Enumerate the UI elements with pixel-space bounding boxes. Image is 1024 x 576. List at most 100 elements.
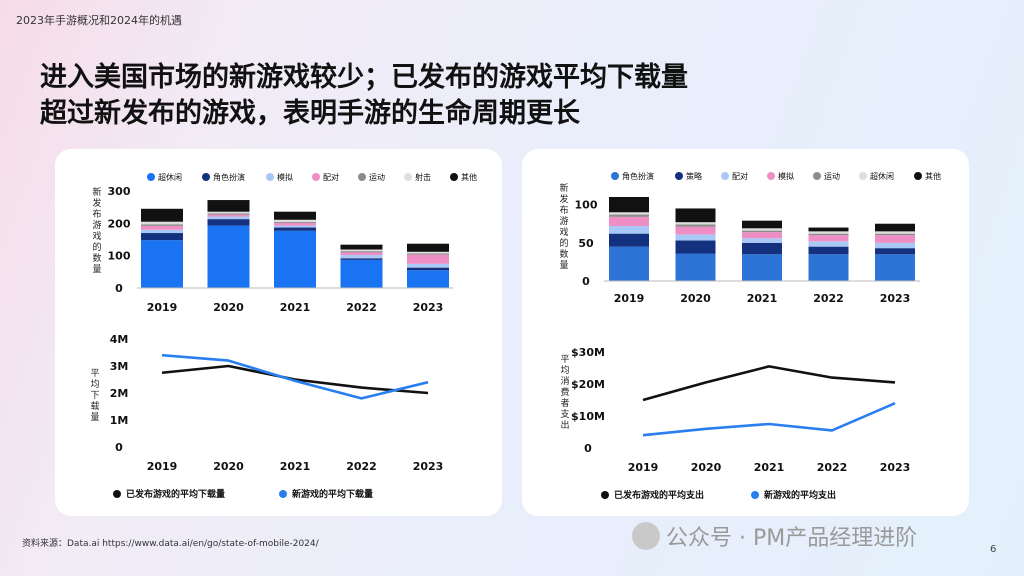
legend-swatch bbox=[202, 173, 210, 181]
legend-swatch bbox=[266, 173, 274, 181]
legend-swatch bbox=[601, 491, 609, 499]
y-tick-label: 0 bbox=[115, 282, 123, 295]
bar-segment bbox=[340, 251, 383, 253]
legend-swatch bbox=[813, 172, 821, 180]
x-tick-label: 2022 bbox=[813, 292, 844, 305]
legend-swatch bbox=[611, 172, 619, 180]
legend-label: 其他 bbox=[925, 171, 941, 181]
bar-segment bbox=[407, 263, 449, 268]
downloads-card-charts: 超休闲 角色扮演 模拟 配对 运动 射击 其他 0 100 200 300 新发布游戏的数量 2019 2… bbox=[90, 172, 477, 500]
legend-label: 角色扮演 bbox=[213, 172, 245, 182]
bar-segment bbox=[340, 249, 383, 252]
x-tick-label: 2020 bbox=[691, 461, 722, 474]
legend-label: 配对 bbox=[323, 172, 339, 182]
x-tick-label: 2019 bbox=[147, 301, 178, 314]
legend-swatch bbox=[675, 172, 683, 180]
bar-segment bbox=[141, 233, 183, 241]
y-tick-label: 0 bbox=[582, 275, 590, 288]
bar-segment bbox=[808, 227, 849, 232]
headline-line-2: 超过新发布的游戏，表明手游的生命周期更长 bbox=[40, 98, 580, 129]
spending-card-charts: 角色扮演 策略 配对 模拟 运动 超休闲 其他 0 50 100 新发布游戏的数量 2019 2020 2… bbox=[559, 171, 941, 501]
y-tick-label: $10M bbox=[571, 410, 605, 423]
x-tick-label: 2021 bbox=[754, 461, 785, 474]
bar-segment bbox=[340, 244, 383, 250]
bar-segment bbox=[609, 216, 649, 227]
slide-headline: 进入美国市场的新游戏较少；已发布的游戏平均下载量 超过新发布的游戏，表明手游的生… bbox=[40, 60, 688, 132]
series-line bbox=[161, 353, 429, 400]
x-tick-label: 2023 bbox=[880, 461, 911, 474]
deck-topline: 2023年手游概况和2024年的机遇 bbox=[16, 14, 182, 27]
legend-label: 新游戏的平均下载量 bbox=[292, 488, 373, 500]
series-line bbox=[642, 402, 896, 437]
bar-segment bbox=[609, 212, 649, 215]
x-tick-label: 2023 bbox=[413, 460, 444, 473]
bar-segment bbox=[609, 233, 649, 247]
legend-label: 策略 bbox=[686, 171, 702, 181]
bar-segment bbox=[742, 254, 782, 281]
bar-segment bbox=[340, 252, 383, 256]
downloads-card: 超休闲 角色扮演 模拟 配对 运动 射击 其他 0 100 200 300 新发布游戏的数量 2019 2… bbox=[55, 149, 502, 516]
watermark: 公众号 · PM产品经理进阶 bbox=[632, 520, 917, 552]
watermark-text: 公众号 · PM产品经理进阶 bbox=[666, 526, 918, 551]
y-tick-label: 2M bbox=[110, 387, 129, 400]
bar-segment bbox=[141, 221, 183, 225]
bar-segment bbox=[407, 270, 449, 288]
x-tick-label: 2020 bbox=[213, 460, 244, 473]
legend-swatch bbox=[147, 173, 155, 181]
bar-segment bbox=[808, 231, 849, 234]
x-tick-label: 2022 bbox=[817, 461, 848, 474]
y-tick-label: 3M bbox=[110, 360, 129, 373]
y-tick-label: 100 bbox=[575, 199, 598, 212]
bar-segment bbox=[340, 255, 383, 259]
bar-segment bbox=[274, 223, 316, 226]
bar-segment bbox=[207, 200, 250, 212]
legend-label: 配对 bbox=[732, 171, 748, 181]
spending-card: 角色扮演 策略 配对 模拟 运动 超休闲 其他 0 50 100 新发布游戏的数量 2019 2020 2… bbox=[522, 149, 969, 516]
y-tick-label: 4M bbox=[110, 333, 129, 346]
page-number: 6 bbox=[990, 544, 997, 555]
bar-segment bbox=[407, 243, 449, 252]
bar-segment bbox=[808, 235, 849, 242]
bar-segment bbox=[875, 248, 915, 255]
x-tick-label: 2022 bbox=[346, 460, 377, 473]
legend-label: 已发布游戏的平均下载量 bbox=[126, 488, 225, 500]
bar-segment bbox=[407, 253, 449, 255]
legend-swatch bbox=[767, 172, 775, 180]
bar-segment bbox=[207, 219, 250, 226]
x-tick-label: 2019 bbox=[628, 461, 659, 474]
headline-line-1: 进入美国市场的新游戏较少；已发布的游戏平均下载量 bbox=[40, 62, 688, 93]
legend-swatch bbox=[312, 173, 320, 181]
bar-segment bbox=[875, 233, 915, 236]
source-note: 资料来源：Data.ai https://www.data.ai/en/go/s… bbox=[22, 539, 319, 549]
bar-segment bbox=[609, 246, 649, 281]
y-tick-label: $20M bbox=[571, 378, 605, 391]
bar-segment bbox=[875, 231, 915, 234]
bar-segment bbox=[207, 225, 250, 288]
bar-segment bbox=[274, 222, 316, 224]
legend-swatch bbox=[721, 172, 729, 180]
bar-segment bbox=[207, 213, 250, 215]
bar-segment bbox=[742, 230, 782, 233]
bar-segment bbox=[141, 240, 183, 288]
legend-label: 新游戏的平均支出 bbox=[764, 489, 836, 501]
bar-segment bbox=[675, 253, 716, 281]
x-tick-label: 2019 bbox=[614, 292, 645, 305]
bar-segment bbox=[742, 220, 782, 229]
y-axis-label: 平均下载量 bbox=[90, 368, 99, 423]
bar-segment bbox=[609, 214, 649, 217]
bar-segment bbox=[675, 224, 716, 227]
bar-segment bbox=[675, 234, 716, 241]
bar-segment bbox=[742, 238, 782, 243]
bar-segment bbox=[675, 226, 716, 235]
legend-swatch bbox=[113, 490, 121, 498]
bar-segment bbox=[407, 251, 449, 254]
bar-segment bbox=[808, 254, 849, 281]
y-tick-label: 100 bbox=[108, 250, 131, 263]
legend-label: 运动 bbox=[824, 171, 840, 181]
x-tick-label: 2019 bbox=[147, 460, 178, 473]
legend-swatch bbox=[859, 172, 867, 180]
bar-segment bbox=[742, 242, 782, 255]
legend-label: 其他 bbox=[461, 172, 477, 182]
bar-segment bbox=[808, 246, 849, 255]
bar-segment bbox=[274, 211, 316, 220]
